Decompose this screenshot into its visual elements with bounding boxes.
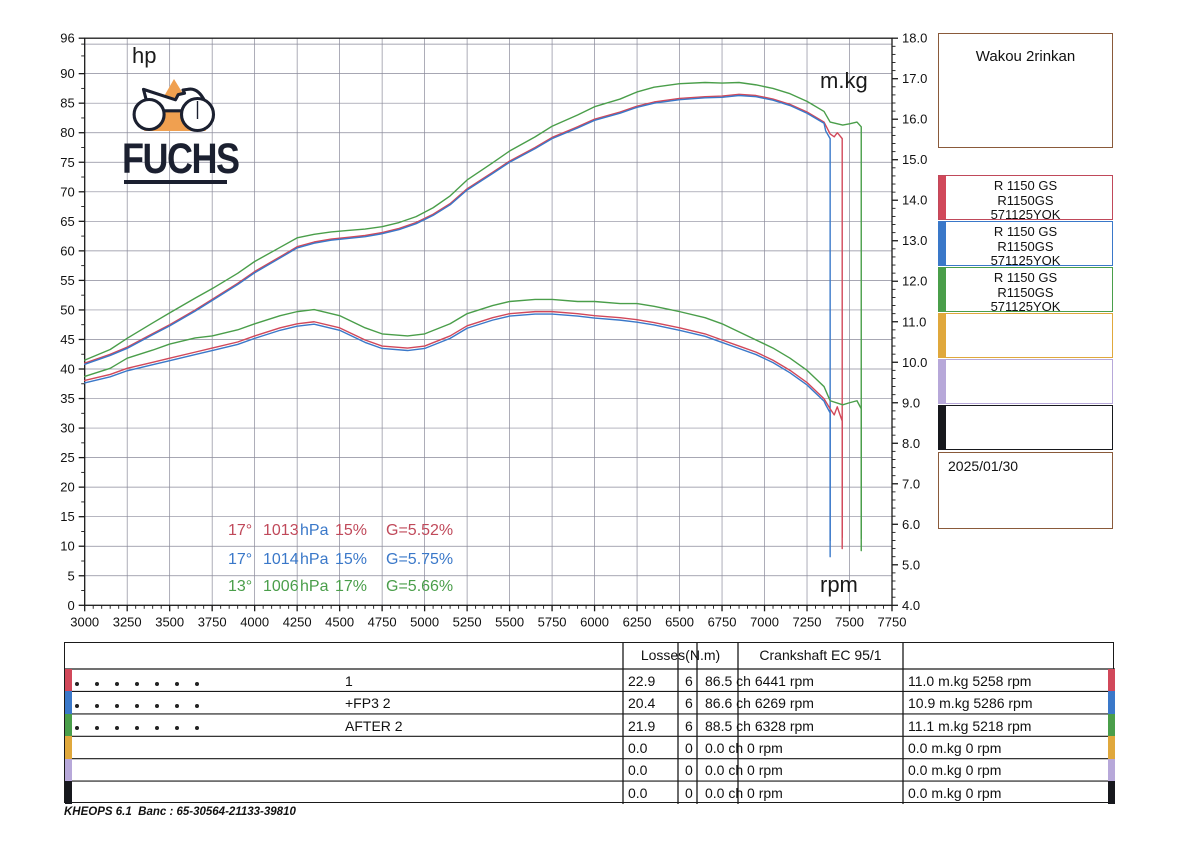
svg-text:FUCHS: FUCHS (122, 135, 239, 182)
svg-text:17°: 17° (228, 522, 252, 539)
svg-text:hPa: hPa (300, 578, 329, 595)
svg-text:17°: 17° (228, 551, 252, 568)
svg-text:1013: 1013 (263, 522, 299, 539)
svg-text:G=5.66%: G=5.66% (386, 578, 453, 595)
svg-text:m.kg: m.kg (820, 68, 868, 93)
svg-text:17%: 17% (335, 578, 367, 595)
svg-text:hPa: hPa (300, 551, 329, 568)
svg-text:hp: hp (132, 43, 156, 68)
svg-text:15%: 15% (335, 522, 367, 539)
svg-text:13°: 13° (228, 578, 252, 595)
svg-text:1006: 1006 (263, 578, 299, 595)
svg-text:rpm: rpm (820, 572, 858, 597)
svg-text:1014: 1014 (263, 551, 299, 568)
svg-text:G=5.52%: G=5.52% (386, 522, 453, 539)
svg-text:hPa: hPa (300, 522, 329, 539)
svg-text:G=5.75%: G=5.75% (386, 551, 453, 568)
svg-text:15%: 15% (335, 551, 367, 568)
